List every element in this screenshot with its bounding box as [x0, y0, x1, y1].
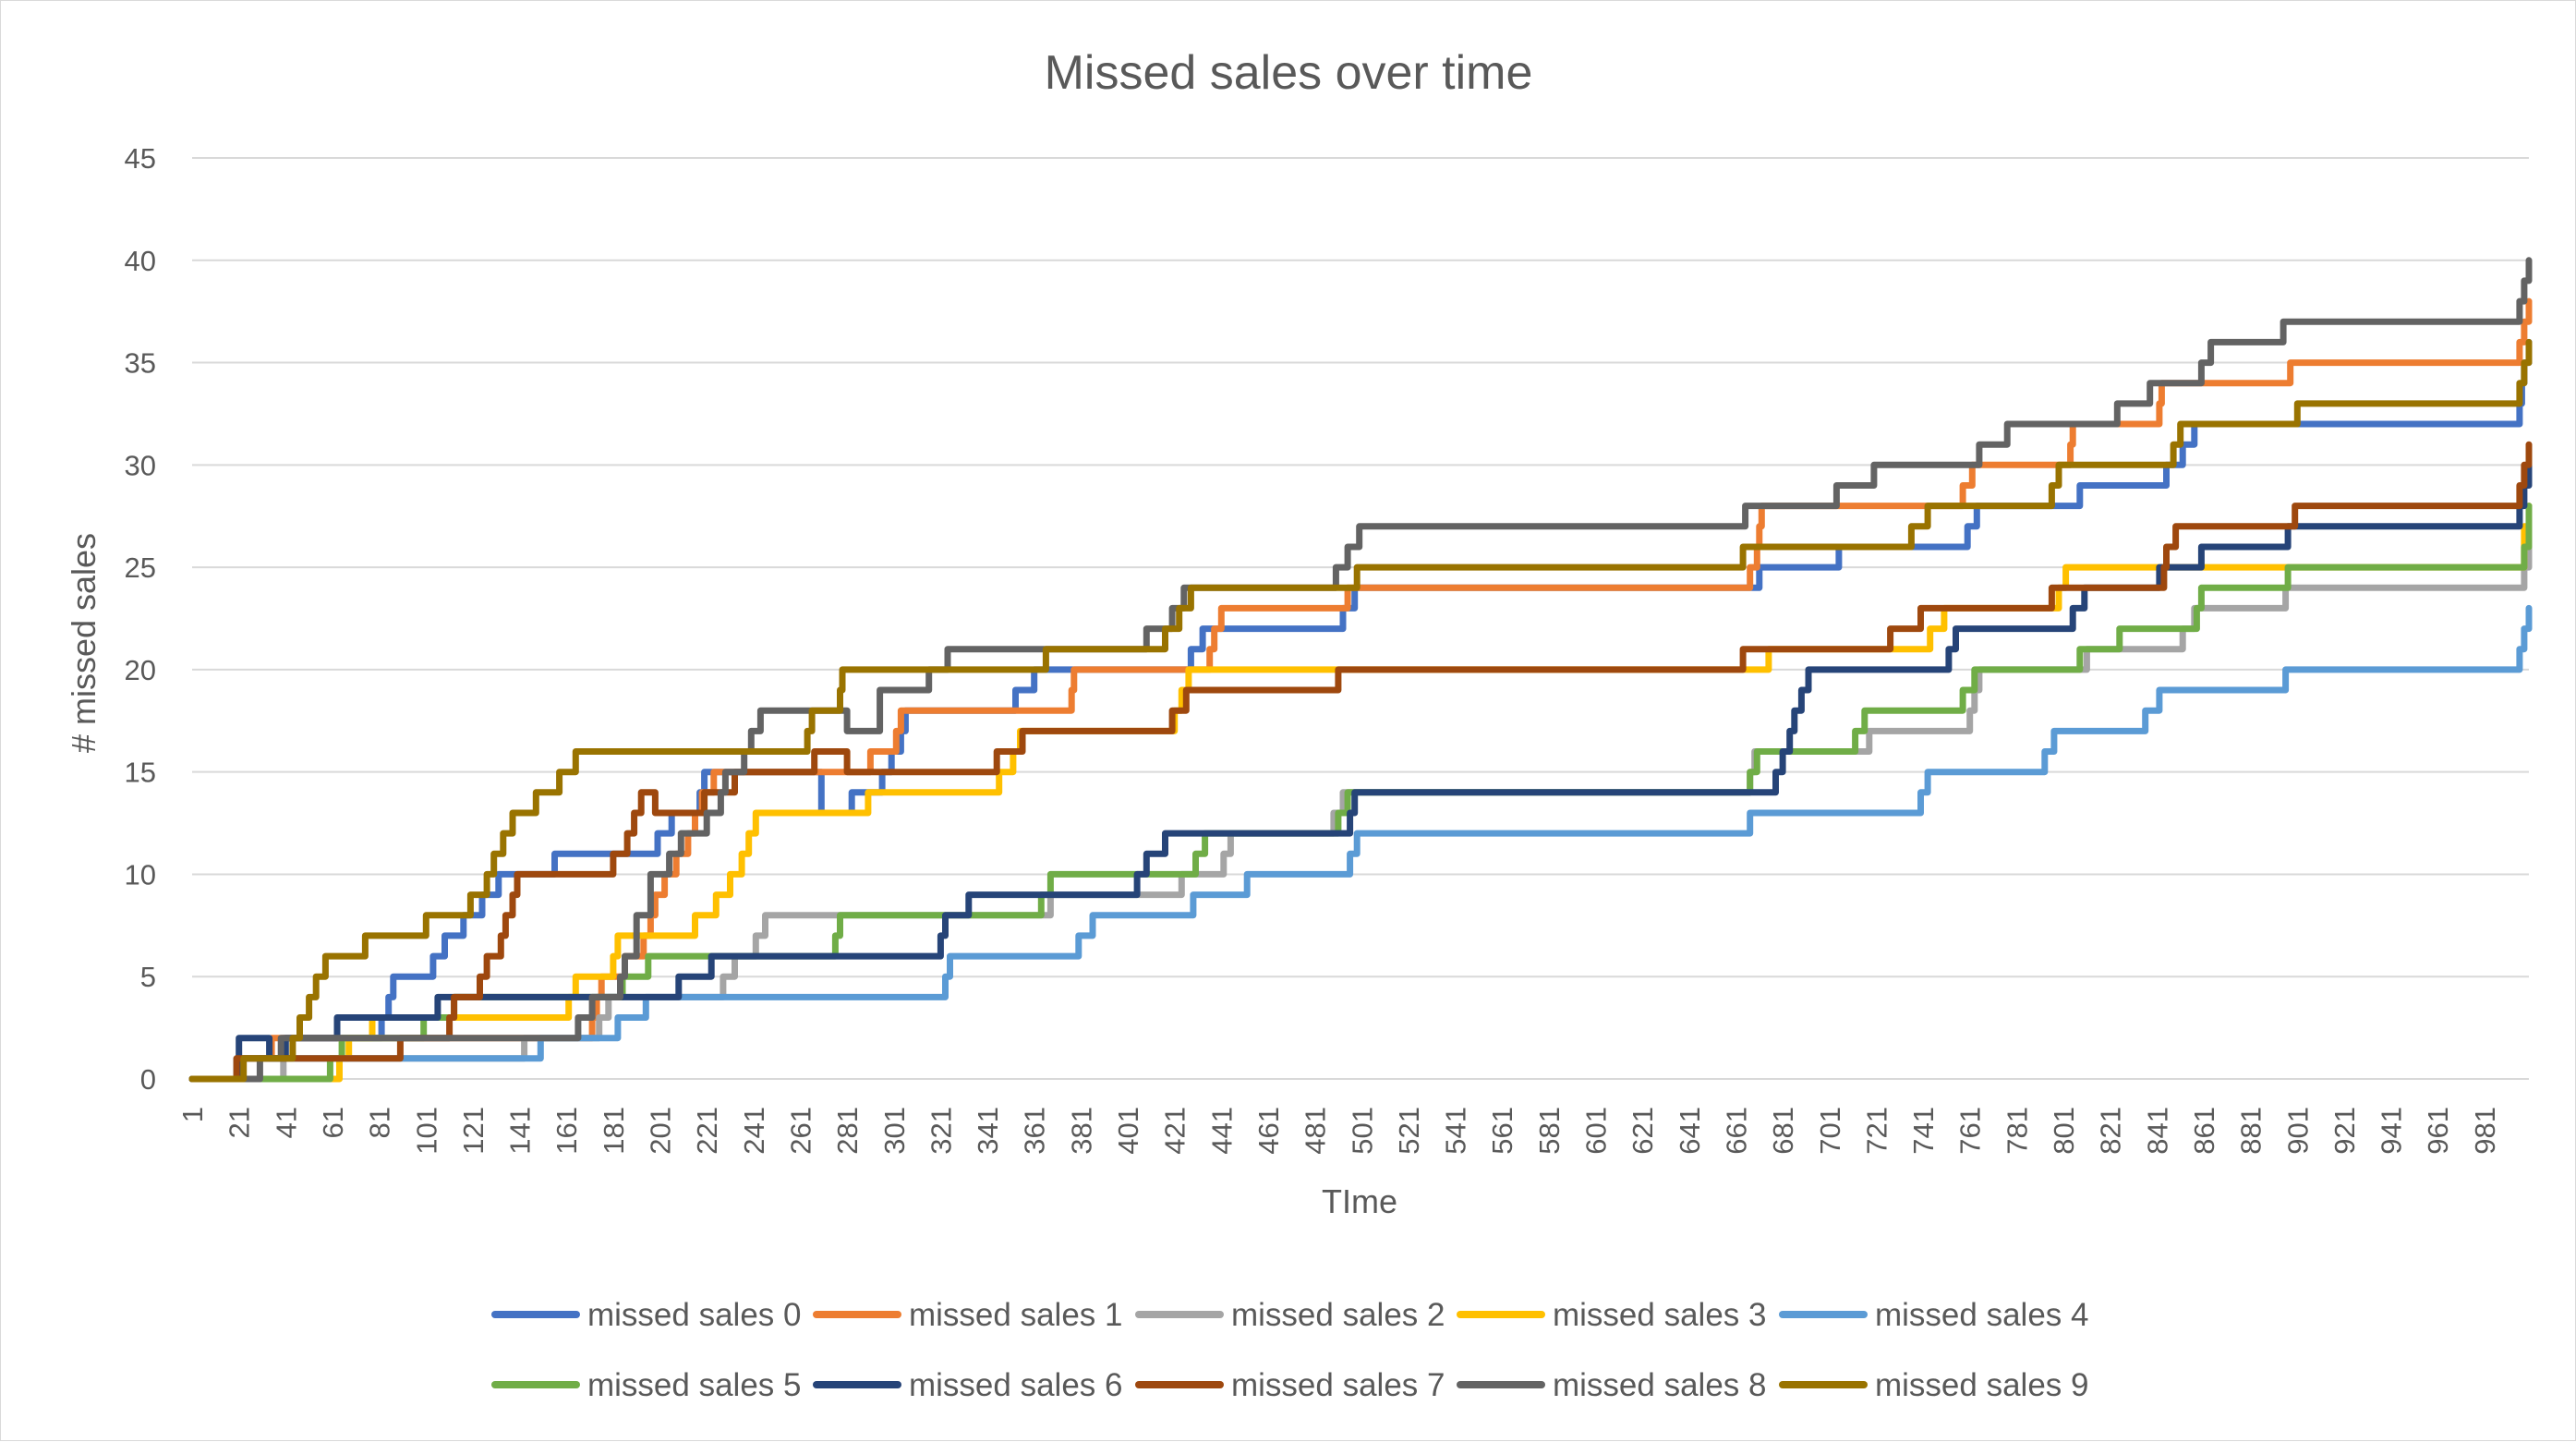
chart-title: Missed sales over time [1045, 46, 1533, 100]
y-tick-label: 35 [125, 347, 156, 380]
x-tick-label: 741 [1907, 1107, 1940, 1155]
x-tick-label: 201 [645, 1107, 677, 1155]
x-tick-label: 701 [1814, 1107, 1846, 1155]
y-tick-label: 45 [125, 142, 156, 175]
y-tick-label: 40 [125, 245, 156, 277]
x-tick-label: 881 [2235, 1107, 2268, 1155]
x-tick-label: 341 [972, 1107, 1004, 1155]
series-line-9 [188, 338, 2533, 1083]
x-tick-label: 681 [1767, 1107, 1799, 1155]
legend-label-1: missed sales 1 [909, 1297, 1122, 1333]
x-tick-label: 181 [598, 1107, 630, 1155]
x-tick-label: 521 [1393, 1107, 1425, 1155]
x-tick-label: 641 [1674, 1107, 1706, 1155]
legend: missed sales 0 missed sales 1 missed sales… [491, 1297, 2088, 1403]
x-tick-label: 221 [691, 1107, 723, 1155]
x-tick-label: 101 [410, 1107, 442, 1155]
x-tick-label: 21 [224, 1107, 256, 1138]
x-tick-label: 921 [2328, 1107, 2361, 1155]
legend-label-2: missed sales 2 [1231, 1297, 1445, 1333]
x-tick-label: 81 [364, 1107, 396, 1138]
series-line-7 [188, 441, 2533, 1083]
x-tick-label: 401 [1112, 1107, 1144, 1155]
legend-label-8: missed sales 8 [1553, 1367, 1766, 1403]
x-tick-label: 361 [1019, 1107, 1051, 1155]
gridlines [192, 157, 2529, 1080]
x-tick-label: 241 [738, 1107, 770, 1155]
x-tick-label: 301 [878, 1107, 911, 1155]
x-tick-label: 601 [1580, 1107, 1613, 1155]
x-tick-label: 541 [1440, 1107, 1472, 1155]
x-tick-label: 961 [2422, 1107, 2454, 1155]
legend-label-3: missed sales 3 [1553, 1297, 1766, 1333]
x-tick-label: 461 [1252, 1107, 1285, 1155]
x-tick-label: 61 [317, 1107, 349, 1138]
x-tick-label: 1 [176, 1107, 209, 1122]
legend-label-0: missed sales 0 [587, 1297, 801, 1333]
x-tick-label: 261 [784, 1107, 816, 1155]
y-tick-label: 30 [125, 449, 156, 481]
x-tick-label: 441 [1205, 1107, 1238, 1155]
x-tick-label: 661 [1720, 1107, 1752, 1155]
series-line-6 [188, 461, 2533, 1083]
x-tick-label: 281 [831, 1107, 864, 1155]
series-lines [188, 257, 2533, 1083]
x-tick-label: 41 [270, 1107, 302, 1138]
x-tick-label: 501 [1346, 1107, 1378, 1155]
x-tick-label: 821 [2095, 1107, 2127, 1155]
legend-label-7: missed sales 7 [1231, 1367, 1445, 1403]
x-tick-label: 841 [2141, 1107, 2173, 1155]
x-tick-label: 141 [504, 1107, 537, 1155]
x-tick-label: 561 [1486, 1107, 1518, 1155]
x-tick-label: 901 [2281, 1107, 2314, 1155]
x-tick-label: 721 [1860, 1107, 1893, 1155]
y-axis-title: # missed sales [65, 533, 103, 753]
legend-label-6: missed sales 6 [909, 1367, 1122, 1403]
x-tick-label: 161 [550, 1107, 583, 1155]
x-axis-ticks: 1 21 41 61 81 101 121 141 161 181 201 221 241 261 281 3… [176, 1107, 2501, 1155]
legend-label-5: missed sales 5 [587, 1367, 801, 1403]
series-line-0 [188, 338, 2533, 1083]
y-axis-ticks: 0 5 10 15 20 25 30 35 40 45 [125, 142, 156, 1096]
y-tick-label: 25 [125, 551, 156, 584]
x-tick-label: 121 [457, 1107, 490, 1155]
x-tick-label: 581 [1533, 1107, 1566, 1155]
x-tick-label: 421 [1159, 1107, 1191, 1155]
legend-label-9: missed sales 9 [1875, 1367, 2088, 1403]
x-tick-label: 861 [2188, 1107, 2220, 1155]
series-line-4 [188, 604, 2533, 1083]
x-tick-label: 481 [1300, 1107, 1332, 1155]
x-tick-label: 321 [925, 1107, 957, 1155]
y-tick-label: 10 [125, 858, 156, 891]
x-tick-label: 801 [2048, 1107, 2080, 1155]
x-tick-label: 381 [1065, 1107, 1097, 1155]
x-tick-label: 941 [2376, 1107, 2408, 1155]
x-axis-title: TIme [1322, 1182, 1397, 1220]
y-tick-label: 15 [125, 757, 156, 789]
x-tick-label: 981 [2469, 1107, 2501, 1155]
y-tick-label: 5 [140, 961, 156, 993]
legend-label-4: missed sales 4 [1875, 1297, 2088, 1333]
y-tick-label: 0 [140, 1063, 156, 1096]
x-tick-label: 761 [1954, 1107, 1987, 1155]
y-tick-label: 20 [125, 654, 156, 686]
x-tick-label: 621 [1627, 1107, 1659, 1155]
series-line-1 [188, 297, 2533, 1083]
x-tick-label: 781 [2001, 1107, 2033, 1155]
series-line-3 [188, 503, 2533, 1083]
